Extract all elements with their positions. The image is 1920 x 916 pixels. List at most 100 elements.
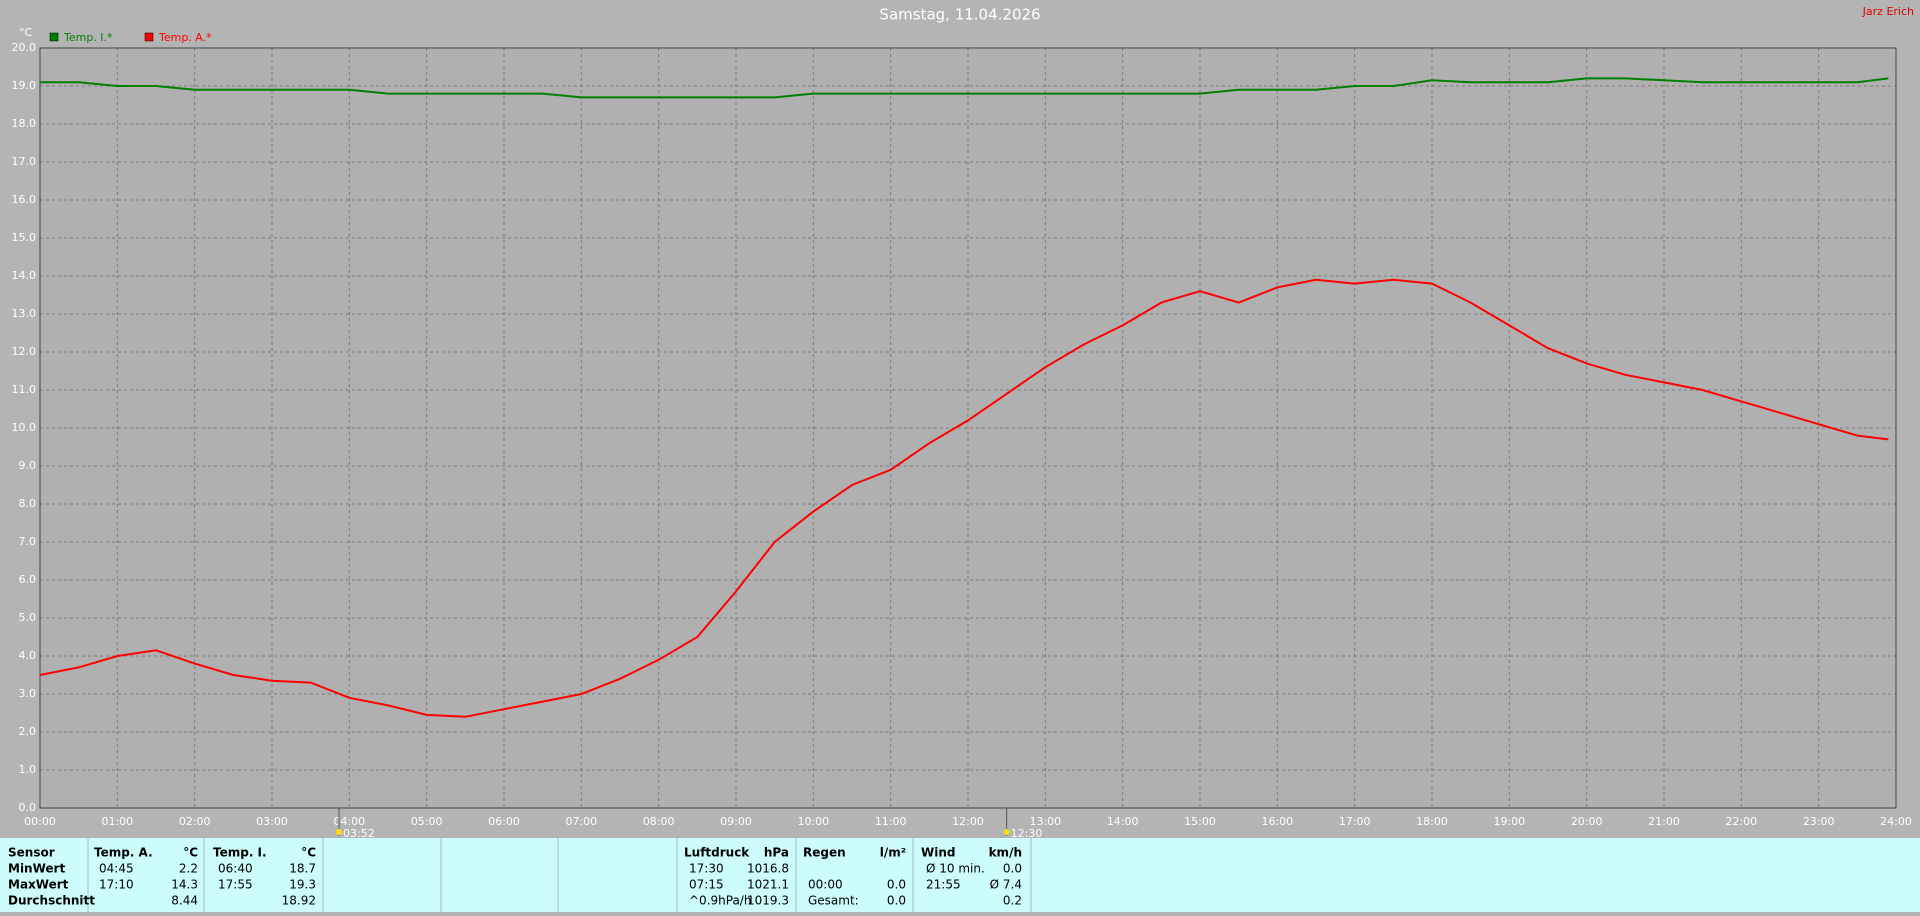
cell-time: 00:00 — [808, 878, 843, 892]
stats-table: Sensor MinWert MaxWert Durchschnitt Temp. A.… — [8, 838, 1032, 912]
y-tick-label: 0.0 — [19, 801, 37, 814]
x-tick-label: 24:00 — [1880, 815, 1912, 828]
y-tick-label: 5.0 — [19, 611, 37, 624]
cell-value: 1021.1 — [747, 878, 789, 892]
stats-panel — [0, 838, 1920, 912]
cell-value: 1016.8 — [747, 862, 789, 876]
y-tick-label: 1.0 — [19, 763, 37, 776]
x-tick-label: 10:00 — [797, 815, 829, 828]
cell-value: 8.44 — [171, 894, 198, 908]
cell-value: 14.3 — [171, 878, 198, 892]
y-tick-label: 14.0 — [12, 269, 37, 282]
row-label: Durchschnitt — [8, 894, 95, 908]
cell-value: 18.92 — [282, 894, 316, 908]
x-tick-label: 20:00 — [1571, 815, 1603, 828]
data-line — [39, 278, 1889, 718]
x-tick-label: 17:00 — [1339, 815, 1371, 828]
group-unit: °C — [301, 846, 316, 860]
cell-value: 18.7 — [289, 862, 316, 876]
group-header: Temp. I. — [213, 846, 267, 860]
legend-label: Temp. I.* — [63, 31, 113, 44]
x-tick-label: 21:00 — [1648, 815, 1680, 828]
x-tick-label: 08:00 — [643, 815, 675, 828]
cell-time: Gesamt: — [808, 894, 859, 908]
group-header: Regen — [803, 846, 846, 860]
row-label: MaxWert — [8, 878, 69, 892]
cell-value: 1019.3 — [747, 894, 789, 908]
group-unit: hPa — [764, 846, 789, 860]
cell-value: Ø 7.4 — [990, 878, 1022, 892]
group-header: Luftdruck — [684, 846, 750, 860]
group-header: Wind — [921, 846, 955, 860]
y-tick-label: 11.0 — [12, 383, 37, 396]
y-tick-label: 9.0 — [19, 459, 37, 472]
x-tick-label: 09:00 — [720, 815, 752, 828]
x-tick-label: 06:00 — [488, 815, 520, 828]
y-tick-label: 18.0 — [12, 117, 37, 130]
y-tick-label: 6.0 — [19, 573, 37, 586]
group-unit: km/h — [989, 846, 1022, 860]
cell-time: 07:15 — [689, 878, 724, 892]
group-unit: °C — [183, 846, 198, 860]
legend-swatch — [49, 32, 59, 42]
cell-time: 06:40 — [218, 862, 253, 876]
legend-label: Temp. A.* — [158, 31, 212, 44]
x-tick-label: 22:00 — [1725, 815, 1757, 828]
x-tick-label: 19:00 — [1493, 815, 1525, 828]
y-tick-label: 20.0 — [12, 41, 37, 54]
group-unit: l/m² — [880, 846, 906, 860]
cell-time: 04:45 — [99, 862, 134, 876]
credit: Jarz Erich — [1862, 5, 1914, 18]
x-tick-label: 15:00 — [1184, 815, 1216, 828]
x-tick-label: 18:00 — [1416, 815, 1448, 828]
x-tick-label: 07:00 — [565, 815, 597, 828]
cell-value: 2.2 — [179, 862, 198, 876]
sun-icon — [1003, 829, 1010, 835]
x-tick-label: 14:00 — [1107, 815, 1139, 828]
y-tick-label: 10.0 — [12, 421, 37, 434]
cell-value: 0.0 — [887, 878, 906, 892]
y-tick-label: 4.0 — [19, 649, 37, 662]
y-tick-label: 16.0 — [12, 193, 37, 206]
x-tick-label: 23:00 — [1803, 815, 1835, 828]
sun-time: 03:52 — [343, 827, 375, 840]
legend-swatch — [144, 32, 154, 42]
x-tick-label: 05:00 — [411, 815, 443, 828]
cell-time: 17:10 — [99, 878, 134, 892]
x-tick-label: 01:00 — [101, 815, 133, 828]
x-tick-label: 12:00 — [952, 815, 984, 828]
chart-title: Samstag, 11.04.2026 — [879, 6, 1040, 24]
y-tick-label: 3.0 — [19, 687, 37, 700]
cell-value: 19.3 — [289, 878, 316, 892]
plot-border — [39, 47, 1897, 809]
x-tick-label: 00:00 — [24, 815, 56, 828]
y-tick-label: 19.0 — [12, 79, 37, 92]
x-tick-label: 11:00 — [875, 815, 907, 828]
cell-value: 0.0 — [1003, 862, 1022, 876]
cell-value: 0.0 — [887, 894, 906, 908]
y-tick-label: 2.0 — [19, 725, 37, 738]
x-tick-label: 03:00 — [256, 815, 288, 828]
cell-time: 21:55 — [926, 878, 961, 892]
cell-time: 17:55 — [218, 878, 253, 892]
y-tick-label: 7.0 — [19, 535, 37, 548]
sun-icon — [336, 829, 343, 835]
y-tick-label: 8.0 — [19, 497, 37, 510]
sun-time: 12:30 — [1011, 827, 1043, 840]
y-axis-label: °C — [19, 26, 33, 39]
x-tick-label: 13:00 — [1029, 815, 1061, 828]
row-label: MinWert — [8, 862, 65, 876]
group-header: Temp. A. — [94, 846, 153, 860]
cell-time: 17:30 — [689, 862, 724, 876]
y-tick-label: 12.0 — [12, 345, 37, 358]
y-tick-label: 13.0 — [12, 307, 37, 320]
cell-time: Ø 10 min. — [926, 862, 985, 876]
x-tick-label: 02:00 — [179, 815, 211, 828]
cell-value: 0.2 — [1003, 894, 1022, 908]
y-tick-label: 15.0 — [12, 231, 37, 244]
y-tick-label: 17.0 — [12, 155, 37, 168]
cell-time: ^0.9hPa/h — [689, 894, 751, 908]
row-label: Sensor — [8, 846, 55, 860]
